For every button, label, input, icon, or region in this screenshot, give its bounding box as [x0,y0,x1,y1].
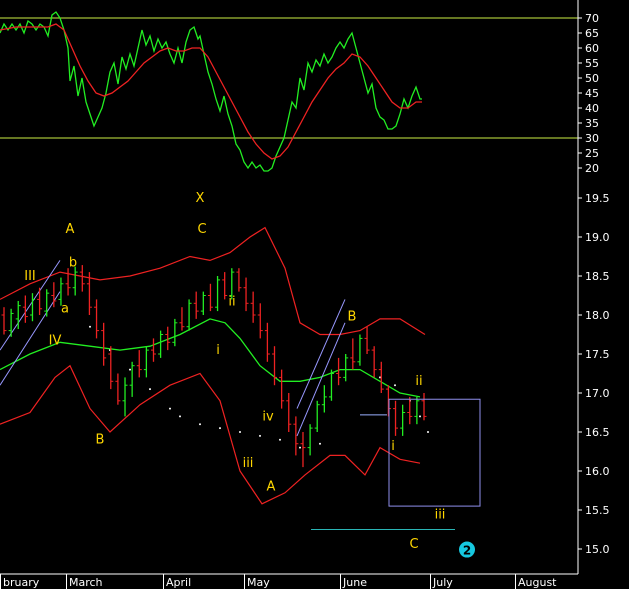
wave-label-3: a [61,302,69,317]
annotations: 2 [311,398,481,558]
wave-label-4: IV [49,334,62,349]
price-tick-label: 15.5 [585,504,610,517]
wave-label-15: i [391,439,395,454]
projection-dot [279,438,281,441]
price-tick-label: 17.0 [585,387,610,400]
osc-tick-label: 50 [585,72,599,85]
month-label: April [166,576,191,589]
price-tick-label: 16.5 [585,426,610,439]
osc-tick-label: 20 [585,162,599,175]
wave-label-16: iii [435,508,446,523]
bollinger-bands [0,226,426,505]
projection-dot [419,415,421,418]
price-tick-label: 15.0 [585,543,610,556]
osc-tick-label: 40 [585,102,599,115]
channel-line [0,260,61,351]
wave-label-5: B [96,433,105,448]
projection-dot [179,415,181,418]
wave-label-9: i [216,343,220,358]
channel-line [296,299,346,409]
wave-label-13: B [348,309,357,324]
bollinger-upper-line [0,226,426,336]
wave-label-6: X [196,191,205,206]
projection-dot [394,384,396,387]
price-tick-label: 16.0 [585,465,610,478]
price-tick-label: 17.5 [585,348,610,361]
osc-tick-label: 30 [585,132,599,145]
osc-tick-label: 55 [585,57,599,70]
moving-average-line [0,318,421,398]
projection-dot [239,431,241,433]
osc-tick-label: 25 [585,147,599,160]
projection-dot [129,368,131,371]
projection-dot [219,427,221,430]
projection-dot [319,442,321,445]
month-label: May [247,576,270,589]
projection-dot [379,376,381,379]
projection-dot [427,431,429,433]
osc-tick-label: 70 [585,12,599,25]
month-label: March [69,576,103,589]
moving-average-line [0,318,421,398]
osc-tick-label: 65 [585,27,599,40]
projection-dot [149,388,151,391]
target-box [388,398,481,507]
month-label: bruary [3,576,40,589]
wave-label-8: ii [228,295,235,310]
wave-label-1: A [66,222,75,237]
osc-tick-label: 35 [585,117,599,130]
marker-badge [459,541,475,558]
trend-channels [0,260,346,437]
candles [1,265,427,468]
marker-badge-label: 2 [463,544,471,558]
fast-line [0,11,422,172]
osc-tick-label: 45 [585,87,599,100]
wave-label-12: A [267,480,276,495]
projection-dot [199,423,201,426]
oscillator-lines [0,11,422,172]
wave-label-17: C [409,537,418,552]
channel-line [0,291,61,386]
projection-dot [89,325,91,328]
month-label: August [518,576,557,589]
projection-dot [259,434,261,437]
projection-dot [169,407,171,410]
price-tick-label: 18.0 [585,309,610,322]
month-label: July [432,576,453,589]
wave-label-14: ii [415,374,422,389]
month-label: June [342,576,367,589]
slow-line [0,23,422,160]
wave-label-2: b [69,256,77,271]
axes: 20 25 30 35 40 45 50 55 60 65 70 15.0 15.5 16.0 16.5 17… [0,0,610,589]
price-tick-label: 18.5 [585,270,610,283]
price-tick-label: 19.5 [585,192,610,205]
wave-label-0: III [24,269,36,284]
wave-label-7: C [197,222,206,237]
bollinger-lower-line [0,364,421,505]
reference-lines [0,17,578,139]
channel-line [296,322,346,437]
wave-label-11: iii [243,456,254,471]
osc-tick-label: 60 [585,42,599,55]
wave-label-10: iv [262,409,274,424]
price-tick-label: 19.0 [585,231,610,244]
projection-dot [299,446,301,449]
oscillator-panel [0,11,578,172]
